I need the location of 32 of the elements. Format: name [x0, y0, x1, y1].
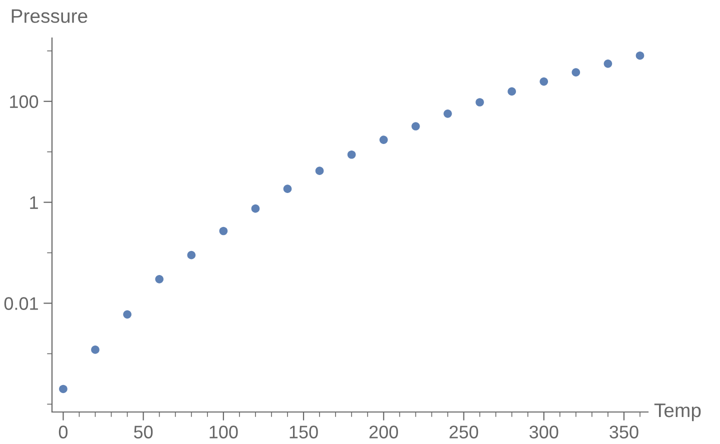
- point: [315, 166, 324, 176]
- point: [476, 98, 484, 106]
- point: [155, 274, 164, 284]
- point: [540, 77, 548, 86]
- x-tick-label: 350: [610, 426, 638, 438]
- point: [91, 346, 100, 354]
- point: [347, 150, 356, 159]
- x-axis-title: Temp: [654, 404, 701, 422]
- point: [187, 250, 196, 260]
- point: [412, 122, 420, 130]
- point: [604, 60, 612, 68]
- x-tick-label: 300: [529, 426, 558, 438]
- y-tick-label: 1: [30, 196, 38, 209]
- point: [219, 226, 228, 236]
- point: [508, 87, 516, 96]
- point: [251, 204, 260, 213]
- point: [572, 68, 580, 76]
- x-tick-label: 250: [450, 426, 478, 438]
- point: [123, 310, 132, 319]
- y-tick-label: 0.01: [4, 297, 38, 310]
- y-tick-label: 100: [10, 95, 38, 108]
- x-tick-label: 50: [134, 426, 153, 438]
- y-axis-title: Pressure: [12, 9, 88, 23]
- point: [379, 136, 388, 144]
- point: [59, 384, 68, 394]
- x-tick-label: 100: [210, 426, 238, 438]
- x-tick-label: 0: [58, 426, 68, 438]
- x-tick-label: 200: [369, 426, 398, 438]
- point: [283, 184, 292, 193]
- x-tick-label: 150: [290, 426, 318, 438]
- point: [444, 110, 452, 118]
- point: [636, 51, 644, 60]
